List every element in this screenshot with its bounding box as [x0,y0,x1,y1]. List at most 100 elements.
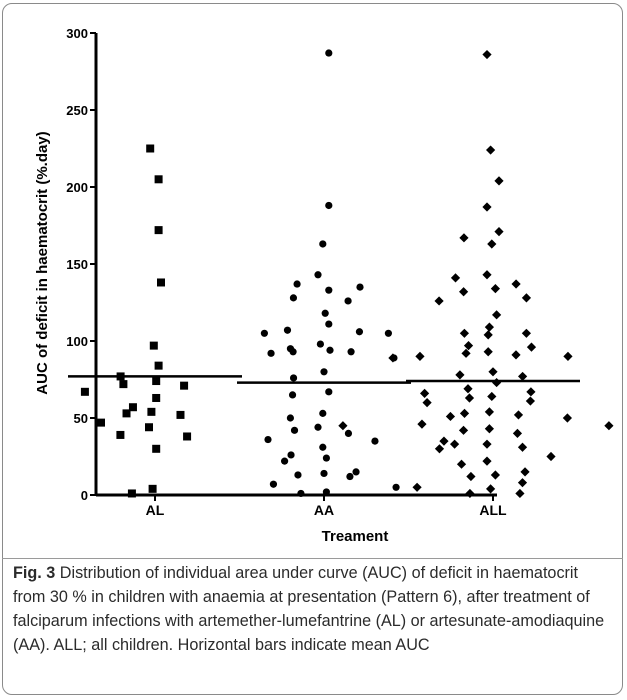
data-point-circle [325,49,333,57]
data-point-square [149,341,158,350]
data-point-circle [297,489,305,498]
axes: 0 50 100 150 200 250 300 AL AA ALL [66,26,507,518]
data-point-circle [287,451,295,459]
data-point-circle [320,368,328,376]
data-point-diamond [482,456,492,466]
data-point-square [152,393,161,402]
data-point-circle [320,469,328,478]
data-point-diamond [450,273,461,283]
data-point-diamond [494,227,504,237]
data-point-circle [314,271,322,279]
data-point-diamond [521,293,532,303]
data-point-square [128,403,137,412]
data-point-diamond [338,421,348,431]
data-point-circle [267,349,275,357]
data-point-square [154,361,163,370]
figure-label: Fig. 3 [13,564,56,582]
data-point-diamond [511,279,521,289]
data-point-circle [289,294,298,302]
data-point-diamond [482,270,492,280]
data-point-square [97,418,105,427]
y-tick-label: 200 [66,180,88,195]
data-point-diamond [459,287,469,297]
data-point-diamond [488,367,498,377]
data-point-diamond [482,202,492,212]
data-point-circle [344,429,353,437]
data-point-square [127,489,136,498]
data-point-diamond [490,470,500,480]
data-point-square [154,175,163,184]
data-point-diamond [486,484,496,494]
data-point-diamond [434,296,444,306]
data-point-diamond [563,351,573,361]
data-point-diamond [492,310,502,320]
data-point-diamond [517,478,528,488]
figure-frame [2,3,623,695]
data-point-square [157,278,165,287]
data-point-square [154,226,163,235]
data-point-square [146,144,155,153]
data-point-diamond [484,407,494,417]
data-point-diamond [412,482,422,492]
data-point-diamond [484,322,494,332]
data-point-circle [319,409,327,417]
data-point-circle [260,329,268,337]
data-point-diamond [439,436,449,446]
data-point-circle [269,480,278,488]
data-points [80,49,614,499]
data-point-diamond [456,459,467,469]
data-point-diamond [450,439,460,449]
data-point-diamond [434,444,445,454]
y-tick-label: 100 [66,334,88,349]
data-point-diamond [459,328,469,338]
data-point-diamond [455,370,465,380]
data-point-diamond [458,425,469,435]
data-point-circle [319,240,327,248]
data-point-circle [325,388,333,396]
data-point-circle [355,328,364,336]
data-point-circle [346,472,354,481]
data-point-circle [356,283,364,291]
data-point-diamond [562,413,572,423]
data-point-diamond [490,284,500,294]
data-point-diamond [512,428,523,438]
data-point-square [183,432,192,441]
caption-text: Distribution of individual area under cu… [13,564,605,654]
data-point-diamond [487,391,497,402]
data-point-circle [319,443,327,451]
data-point-square [80,387,89,396]
data-point-diamond [459,233,469,243]
data-point-circle [344,297,352,305]
y-tick-label: 250 [66,103,88,118]
data-point-diamond [521,328,531,338]
data-point-square [176,410,185,419]
data-point-diamond [513,410,524,420]
y-tick-label: 50 [74,411,88,426]
data-point-circle [384,329,392,337]
data-point-circle [294,471,302,479]
data-point-diamond [525,396,535,406]
x-tick-label: AA [314,502,334,518]
data-point-circle [325,320,333,328]
data-point-diamond [526,342,537,352]
x-axis-title: Treament [322,528,389,545]
data-point-circle [371,437,379,445]
data-point-diamond [483,330,493,340]
figure-caption: Fig. 3 Distribution of individual area u… [13,561,613,657]
data-point-circle [352,468,360,476]
data-point-circle [288,391,297,399]
data-point-diamond [465,488,475,499]
data-point-circle [286,414,294,422]
data-point-square [147,407,156,416]
data-point-diamond [546,451,556,462]
data-point-diamond [511,350,521,360]
caption-divider [2,558,623,559]
data-point-square [148,484,157,493]
data-point-diamond [494,176,504,186]
y-axis-title: AUC of deficit in haematocrit (%.day) [34,131,51,394]
data-point-circle [322,488,330,496]
data-point-diamond [487,239,497,249]
data-point-square [145,423,153,432]
data-point-diamond [420,388,430,398]
data-point-circle [326,346,334,354]
